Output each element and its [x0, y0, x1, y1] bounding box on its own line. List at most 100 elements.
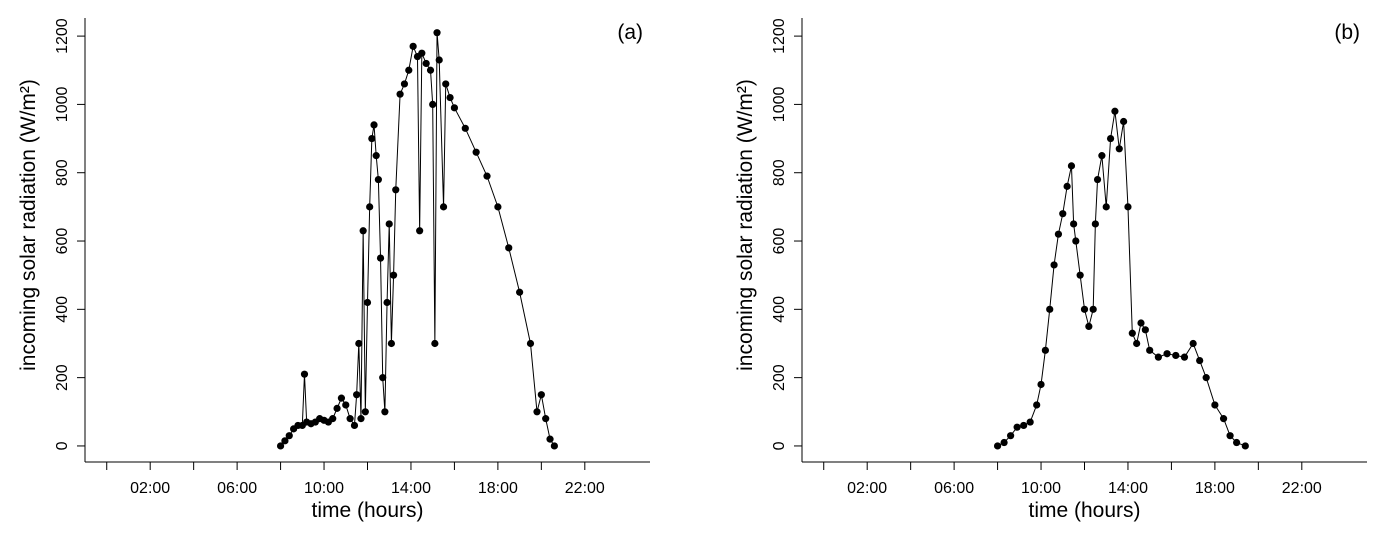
- x-axis-title: time (hours): [311, 499, 423, 522]
- data-point: [1046, 305, 1054, 313]
- data-point: [550, 442, 558, 450]
- data-point: [1091, 220, 1099, 228]
- data-point: [353, 391, 361, 399]
- data-point: [1007, 432, 1015, 440]
- data-point: [370, 121, 378, 129]
- x-tick-label: 10:00: [304, 480, 344, 497]
- data-point: [1026, 418, 1034, 426]
- data-point: [1137, 319, 1145, 327]
- data-point: [1128, 329, 1136, 337]
- x-tick-label: 14:00: [391, 480, 431, 497]
- x-tick-label: 02:00: [847, 480, 887, 497]
- data-point: [372, 152, 380, 160]
- y-tick-label: 600: [54, 228, 71, 255]
- data-point: [1189, 339, 1197, 348]
- data-point: [426, 66, 435, 74]
- x-tick-label: 22:00: [565, 480, 605, 497]
- data-point: [461, 124, 469, 132]
- x-tick-label: 02:00: [130, 480, 170, 497]
- data-point: [1076, 271, 1084, 279]
- data-point: [1146, 346, 1154, 354]
- data-point: [546, 435, 554, 443]
- data-point: [1020, 421, 1028, 430]
- data-point: [1033, 401, 1041, 409]
- data-point: [376, 254, 385, 262]
- y-tick-label: 800: [771, 159, 788, 186]
- data-point: [1180, 353, 1189, 361]
- data-point: [300, 370, 309, 378]
- data-point: [383, 298, 391, 307]
- data-point: [285, 432, 293, 440]
- data-point: [1219, 415, 1228, 423]
- data-point: [1226, 432, 1234, 440]
- data-point: [1102, 203, 1110, 211]
- data-point: [1089, 305, 1097, 313]
- y-tick-label: 400: [771, 296, 788, 323]
- x-tick-label: 18:00: [1195, 480, 1235, 497]
- y-tick-label: 1200: [771, 18, 788, 54]
- data-point: [366, 203, 374, 211]
- data-point: [1050, 261, 1058, 269]
- data-point: [435, 56, 443, 64]
- data-point: [431, 339, 439, 348]
- data-point: [542, 415, 550, 423]
- data-line: [280, 32, 555, 447]
- data-point: [379, 374, 387, 382]
- data-point: [422, 59, 430, 68]
- data-line: [997, 111, 1246, 447]
- data-point: [1233, 438, 1241, 447]
- x-tick-label: 18:00: [478, 480, 518, 497]
- data-point: [359, 227, 367, 235]
- data-point: [381, 408, 389, 416]
- data-point: [1141, 326, 1149, 334]
- panel: 0 200 400 600 800 1000 1200 02:00 06:00 10:00 14:0…: [734, 18, 1367, 522]
- data-point: [405, 66, 413, 74]
- x-tick-label: 06:00: [934, 480, 974, 497]
- data-point: [446, 93, 454, 102]
- data-point: [329, 415, 337, 423]
- data-point: [337, 394, 346, 402]
- x-tick-label: 22:00: [1282, 480, 1322, 497]
- data-point: [1133, 339, 1141, 348]
- panel: 0 200 400 600 800 1000 1200 02:00 06:00 10:00 14:0…: [17, 18, 650, 522]
- data-point: [1106, 134, 1115, 143]
- data-point: [418, 49, 426, 57]
- data-point: [433, 29, 441, 37]
- data-point: [392, 186, 400, 194]
- data-point: [1067, 162, 1076, 170]
- data-point: [1154, 353, 1162, 361]
- data-point: [357, 415, 365, 423]
- data-point: [1124, 203, 1132, 211]
- y-tick-label: 1000: [54, 87, 71, 123]
- data-point: [429, 100, 437, 109]
- data-point: [1059, 210, 1067, 218]
- data-point: [1037, 380, 1045, 389]
- data-point: [363, 298, 372, 307]
- y-tick-label: 0: [771, 441, 788, 450]
- data-point: [516, 288, 524, 296]
- data-point: [1163, 350, 1171, 358]
- data-point: [1070, 220, 1078, 228]
- data-point: [1054, 230, 1063, 238]
- data-point: [1085, 322, 1093, 331]
- y-tick-label: 200: [771, 364, 788, 391]
- data-point: [505, 244, 513, 252]
- data-point: [1111, 107, 1119, 115]
- y-tick-label: 400: [54, 296, 71, 323]
- data-point: [385, 220, 393, 228]
- data-point: [1041, 346, 1049, 354]
- data-point: [355, 339, 363, 348]
- data-point: [396, 90, 404, 98]
- y-tick-label: 200: [54, 364, 71, 391]
- data-point: [1172, 351, 1180, 360]
- data-point: [1211, 401, 1219, 409]
- data-point: [1080, 305, 1089, 313]
- data-point: [333, 404, 341, 412]
- data-point: [1202, 374, 1210, 382]
- data-point: [1093, 175, 1102, 184]
- data-point: [361, 408, 369, 416]
- y-tick-label: 800: [54, 159, 71, 186]
- data-point: [389, 271, 398, 279]
- data-point: [472, 148, 480, 156]
- data-point: [442, 80, 450, 88]
